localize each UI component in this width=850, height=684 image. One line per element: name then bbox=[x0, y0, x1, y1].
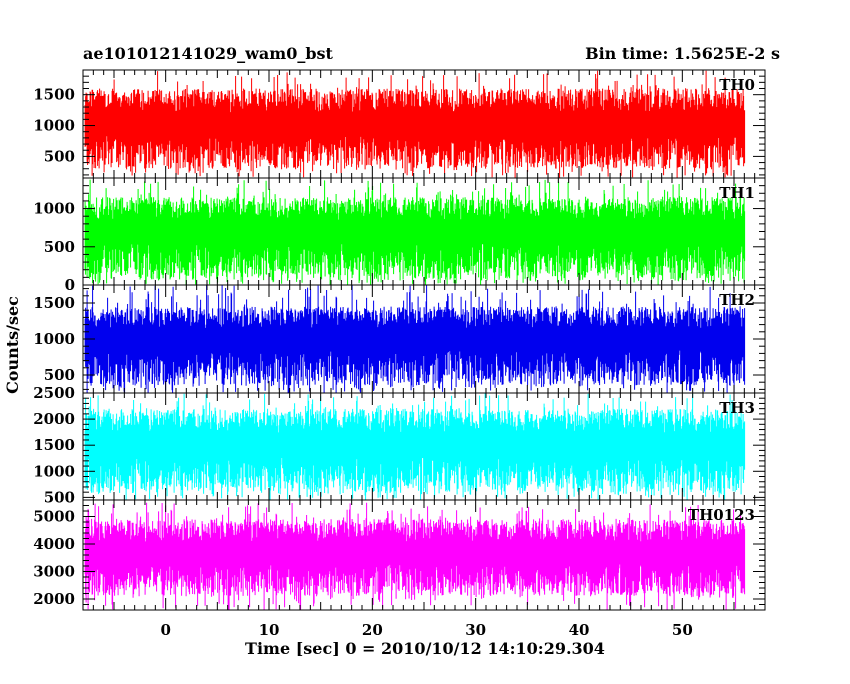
panel-th0123: 2000 3000 4000 5000 TH0123 bbox=[33, 499, 766, 611]
panel-label-th3: TH3 bbox=[719, 399, 755, 417]
series-th0123 bbox=[84, 502, 746, 610]
panel-label-th1: TH1 bbox=[719, 184, 755, 202]
series-th3 bbox=[84, 393, 746, 500]
panel-th0: 500 1000 1500 TH0 bbox=[33, 69, 766, 179]
series-th0 bbox=[84, 70, 746, 178]
y-tick-label: 2500 bbox=[33, 384, 75, 402]
x-tick-label: 10 bbox=[259, 621, 280, 639]
x-tick-label: 0 bbox=[160, 621, 170, 639]
x-axis-label: Time [sec] 0 = 2010/10/12 14:10:29.304 bbox=[245, 639, 605, 658]
y-tick-label: 1000 bbox=[33, 200, 75, 218]
series-th2 bbox=[84, 285, 746, 393]
x-tick-label: 20 bbox=[362, 621, 383, 639]
y-tick-label: 1500 bbox=[33, 436, 75, 454]
panel-th3: 500 1000 1500 2000 2500 TH3 bbox=[33, 384, 766, 506]
chart-title: ae101012141029_wam0_bst bbox=[83, 44, 334, 63]
y-tick-label: 1500 bbox=[33, 86, 75, 104]
panel-label-th0: TH0 bbox=[719, 76, 755, 94]
y-tick-label: 1000 bbox=[33, 462, 75, 480]
y-tick-label: 4000 bbox=[33, 535, 75, 553]
y-tick-label: 1500 bbox=[33, 294, 75, 312]
chart-subtitle: Bin time: 1.5625E-2 s bbox=[585, 44, 780, 63]
y-tick-label: 2000 bbox=[33, 590, 75, 608]
y-tick-label: 5000 bbox=[33, 508, 75, 526]
y-tick-label: 500 bbox=[44, 488, 75, 506]
y-tick-label: 500 bbox=[44, 238, 75, 256]
y-tick-label: 3000 bbox=[33, 563, 75, 581]
y-tick-label: 2000 bbox=[33, 410, 75, 428]
y-tick-label: 500 bbox=[44, 147, 75, 165]
panel-th1: 0 500 1000 TH1 bbox=[33, 177, 766, 294]
y-tick-label: 500 bbox=[44, 366, 75, 384]
series-th1 bbox=[84, 179, 746, 285]
panel-label-th2: TH2 bbox=[719, 291, 755, 309]
y-axis-label: Counts/sec bbox=[3, 296, 22, 394]
x-tick-label: 30 bbox=[465, 621, 486, 639]
y-tick-label: 1000 bbox=[33, 330, 75, 348]
y-tick-label: 1000 bbox=[33, 117, 75, 135]
x-tick-label: 50 bbox=[672, 621, 693, 639]
panel-label-th0123: TH0123 bbox=[688, 506, 755, 524]
panel-th2: 500 1000 1500 TH2 bbox=[33, 284, 766, 394]
x-tick-label: 40 bbox=[569, 621, 590, 639]
y-tick-label: 0 bbox=[65, 276, 75, 294]
